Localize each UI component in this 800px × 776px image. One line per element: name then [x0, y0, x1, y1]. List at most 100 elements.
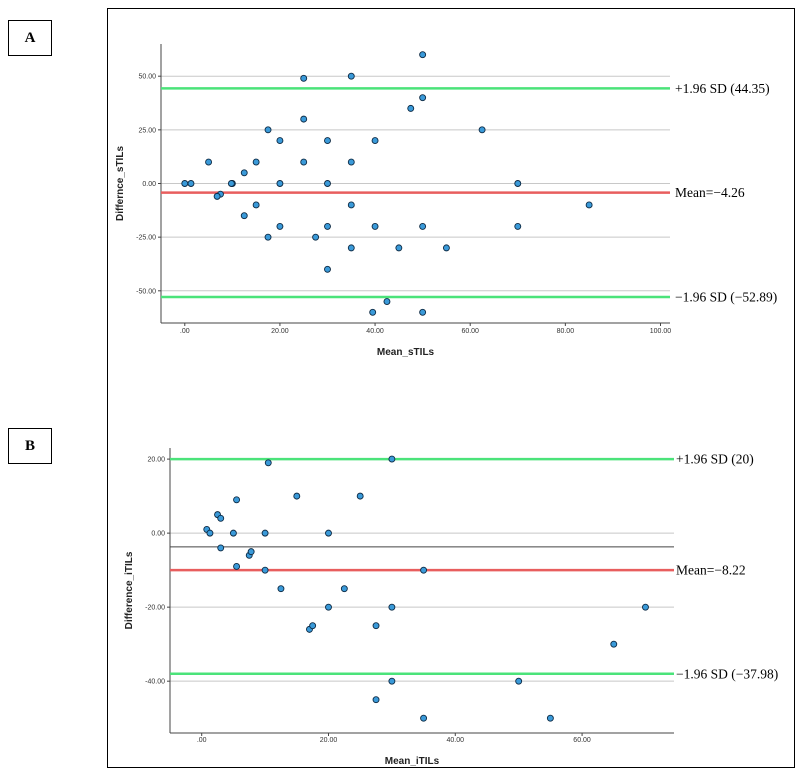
data-point-a-1: [187, 180, 195, 187]
x-tick-label-a-1: 20.00: [271, 328, 289, 335]
x-tick-label-a-3: 60.00: [461, 328, 479, 335]
data-point-a-21: [324, 180, 331, 187]
data-point-b-19: [340, 585, 348, 593]
data-point-a-34: [419, 51, 427, 59]
x-tick-label-a-5: 100.00: [650, 328, 672, 335]
data-point-a-38: [442, 244, 450, 252]
y-tick-label-a-1: 25.00: [138, 127, 156, 134]
data-point-b-16: [309, 622, 317, 630]
data-point-a-31: [383, 298, 391, 305]
data-point-a-19: [312, 233, 320, 241]
y-tick-label-a-2: 0.00: [142, 181, 156, 188]
data-point-a-24: [347, 72, 355, 80]
data-point-b-5: [229, 529, 237, 537]
data-point-b-4: [217, 544, 225, 552]
x-tick-label-a-2: 40.00: [366, 328, 384, 335]
data-point-a-17: [300, 115, 308, 123]
data-point-a-0: [181, 180, 189, 187]
data-point-a-4: [213, 192, 221, 200]
ref-label-b-upper: +1.96 SD (20): [676, 452, 754, 467]
data-point-a-23: [324, 265, 331, 273]
data-point-a-15: [276, 222, 284, 230]
x-tick-label-a-0: .00: [180, 328, 190, 335]
x-tick-label-b-2: 40.00: [447, 737, 465, 744]
data-point-b-13: [277, 585, 285, 593]
y-tick-label-b-1: 0.00: [151, 531, 165, 538]
data-point-a-2: [205, 158, 213, 166]
data-point-b-26: [420, 566, 428, 574]
data-point-a-8: [240, 212, 248, 220]
data-point-a-7: [240, 169, 248, 177]
data-point-a-27: [347, 244, 355, 252]
data-point-a-42: [585, 201, 593, 209]
data-point-b-3: [217, 514, 225, 522]
data-point-b-12: [264, 459, 272, 467]
data-point-b-28: [515, 677, 523, 685]
y-axis-title-a: Differnce_sTILs: [115, 146, 126, 221]
data-point-a-14: [276, 180, 284, 187]
y-tick-label-a-4: -50.00: [136, 288, 156, 295]
data-point-b-9: [247, 548, 255, 556]
data-point-b-22: [372, 696, 380, 704]
data-point-a-12: [264, 233, 272, 241]
data-point-a-29: [371, 222, 379, 230]
data-point-a-37: [419, 308, 427, 316]
data-point-a-30: [369, 308, 377, 316]
x-axis-title-a: Mean_sTILs: [377, 347, 435, 358]
data-point-a-25: [347, 158, 355, 166]
data-point-a-33: [407, 104, 415, 112]
data-point-a-16: [300, 74, 308, 82]
y-tick-label-a-3: -25.00: [136, 235, 156, 242]
data-point-b-31: [642, 603, 649, 611]
data-point-a-11: [264, 126, 272, 134]
ref-label-a-lower: −1.96 SD (−52.89): [675, 290, 777, 305]
data-point-a-35: [419, 94, 427, 102]
data-point-b-21: [372, 622, 380, 630]
data-point-a-28: [371, 137, 379, 145]
panel-label-b: B: [8, 428, 52, 464]
data-point-a-13: [276, 137, 284, 145]
data-point-b-14: [293, 492, 301, 500]
y-tick-label-b-0: 20.00: [147, 457, 165, 464]
data-point-b-10: [261, 529, 269, 537]
figure-frame: [107, 8, 795, 768]
data-point-b-11: [261, 566, 269, 574]
data-point-a-20: [324, 137, 331, 145]
x-tick-label-b-1: 20.00: [320, 737, 338, 744]
data-point-a-32: [395, 244, 403, 252]
data-point-a-18: [300, 158, 308, 166]
data-point-a-26: [347, 201, 355, 209]
y-tick-label-a-0: 50.00: [138, 74, 156, 81]
data-point-b-29: [546, 714, 554, 722]
x-tick-label-b-0: .00: [197, 737, 207, 744]
data-point-a-39: [478, 126, 486, 134]
data-point-b-23: [388, 455, 396, 463]
ref-label-a-upper: +1.96 SD (44.35): [675, 81, 770, 96]
data-point-a-36: [419, 222, 427, 230]
data-point-b-17: [325, 529, 332, 537]
data-point-a-40: [514, 180, 522, 187]
data-point-b-25: [388, 677, 396, 685]
ref-label-a-mean: Mean=−4.26: [675, 185, 745, 200]
data-point-a-41: [514, 222, 522, 230]
data-point-b-7: [233, 562, 241, 570]
ref-label-b-lower: −1.96 SD (−37.98): [676, 666, 778, 681]
data-point-b-18: [325, 603, 332, 611]
data-point-b-20: [356, 492, 364, 500]
panel-label-a: A: [8, 20, 52, 56]
data-point-b-24: [388, 603, 396, 611]
data-point-a-6: [227, 180, 235, 187]
y-axis-title-b: Difference_iTILs: [124, 551, 135, 629]
x-axis-title-b: Mean_iTILs: [385, 756, 440, 767]
data-point-a-22: [324, 222, 331, 230]
y-tick-label-b-2: -20.00: [145, 605, 165, 612]
data-point-a-10: [252, 201, 260, 209]
data-point-b-6: [233, 496, 241, 504]
y-tick-label-b-3: -40.00: [145, 679, 165, 686]
data-point-b-30: [610, 640, 618, 648]
data-point-a-9: [252, 158, 260, 166]
data-point-b-1: [206, 529, 214, 537]
x-tick-label-a-4: 80.00: [557, 328, 575, 335]
ref-label-b-mean: Mean=−8.22: [676, 563, 746, 578]
